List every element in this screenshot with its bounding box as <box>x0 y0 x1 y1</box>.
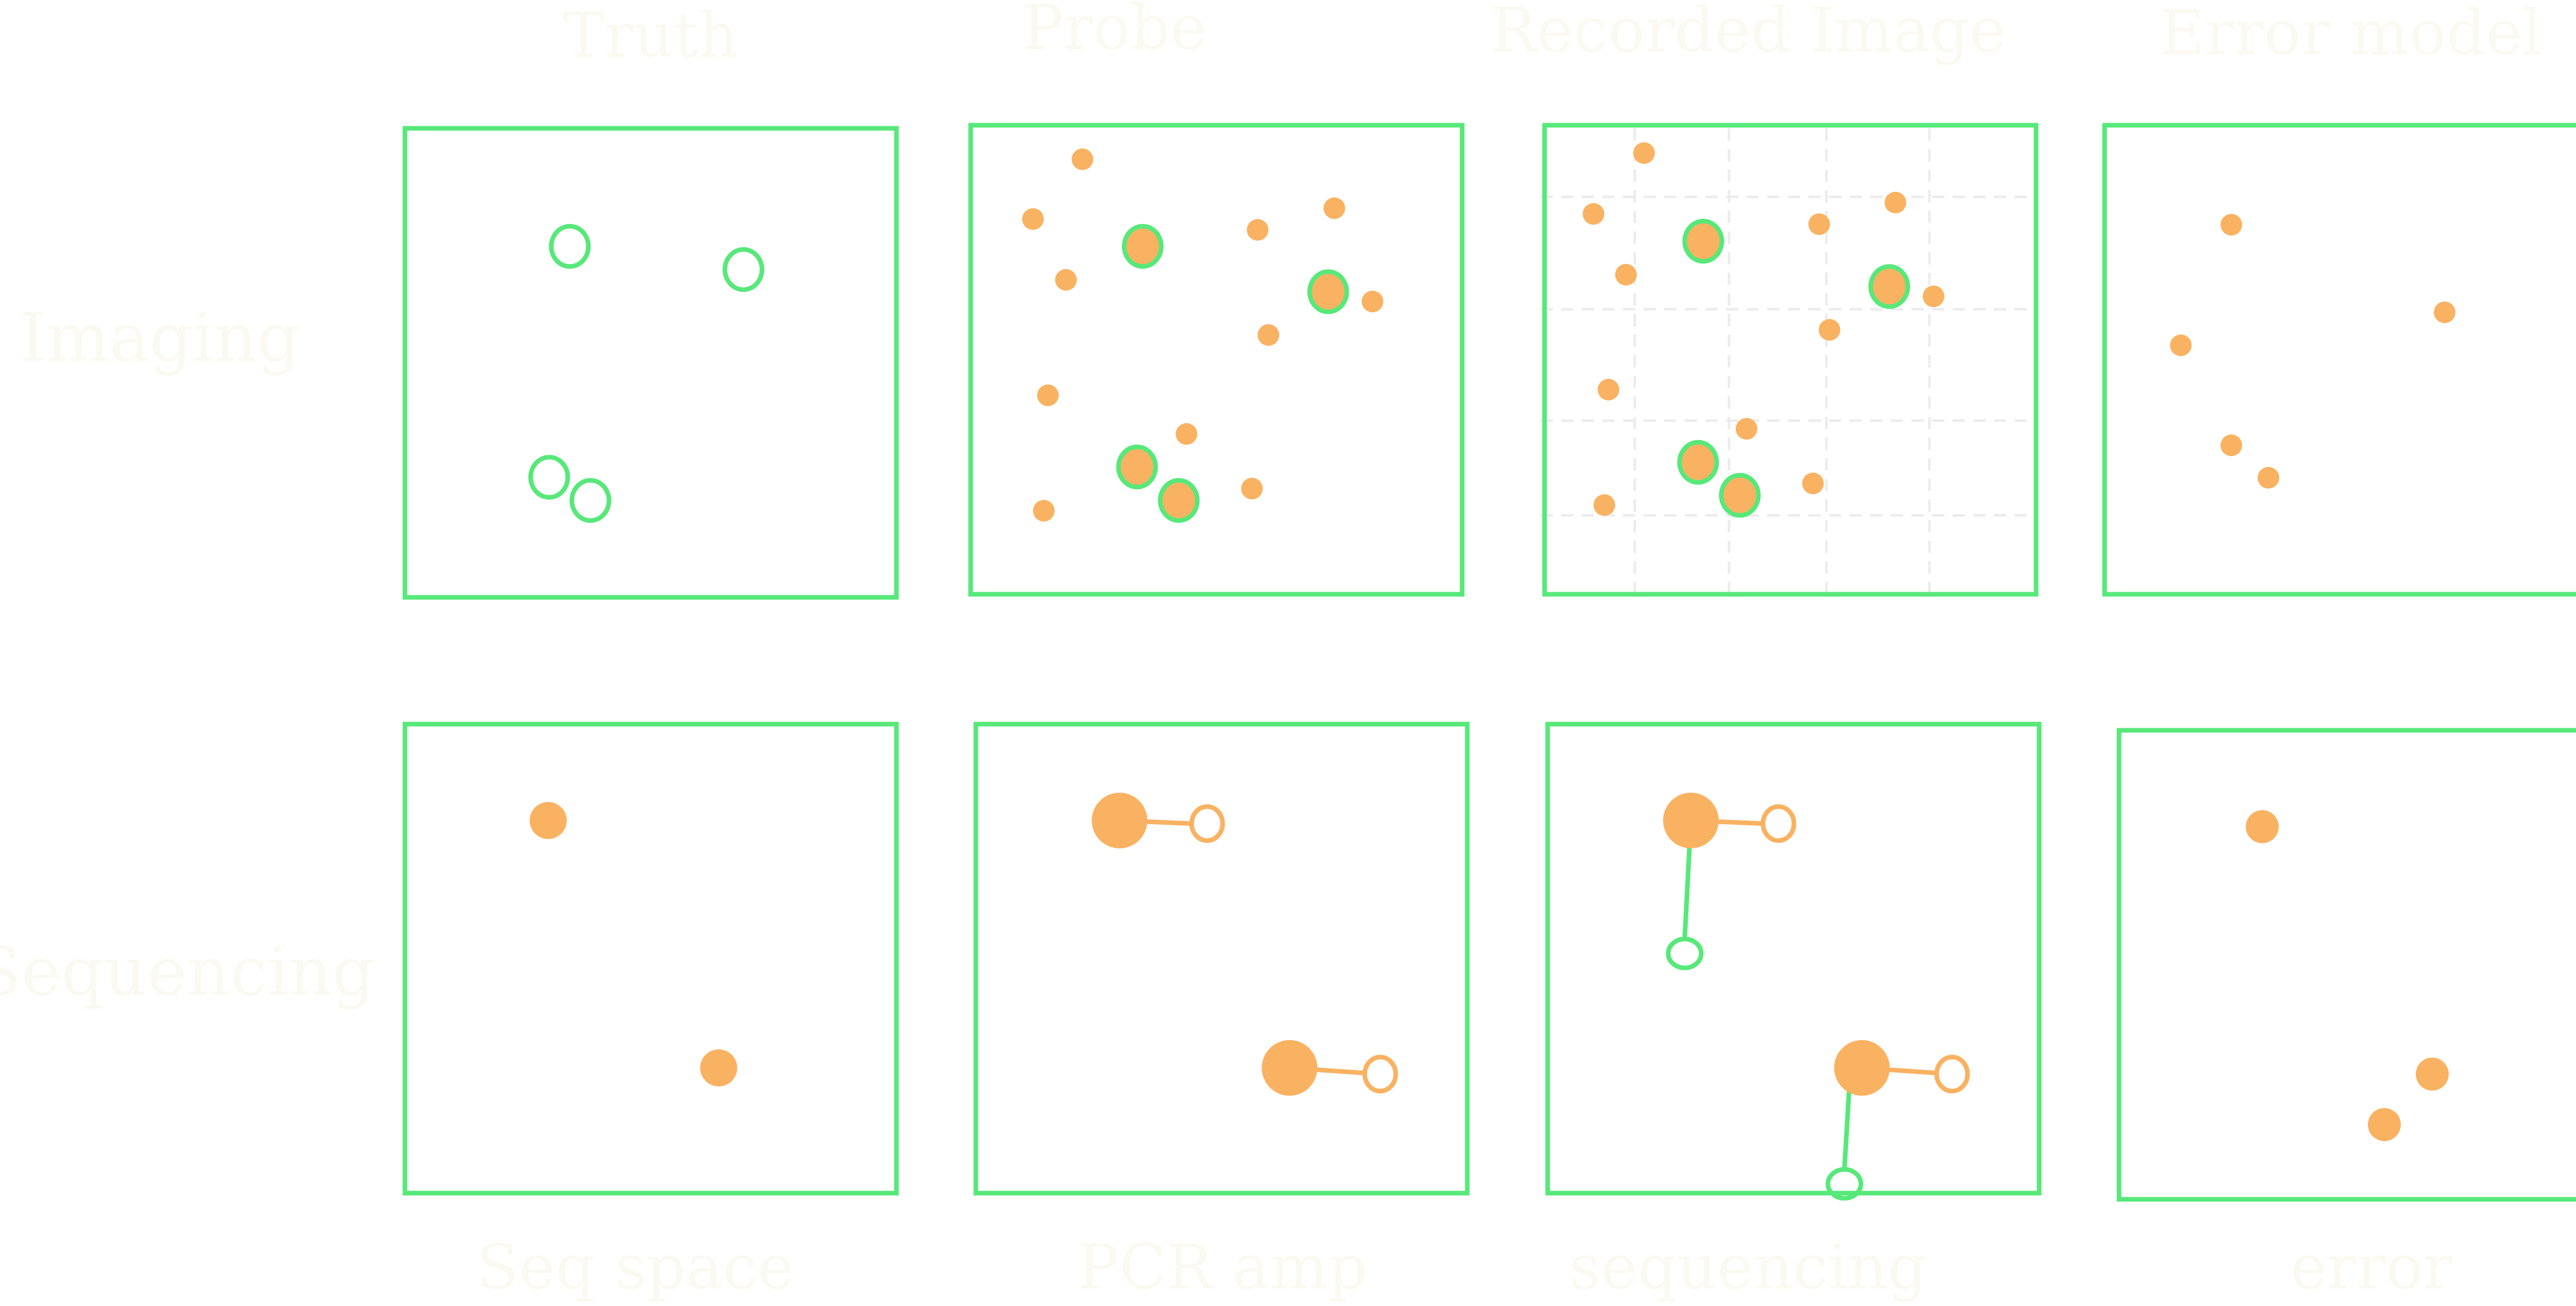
copy-dot <box>1934 1054 1970 1094</box>
probe-dot <box>1362 291 1383 312</box>
probe-dot <box>1324 197 1345 219</box>
header-error-model: Error model <box>2160 0 2542 69</box>
truth-spot <box>549 224 591 269</box>
header-truth: Truth <box>563 0 738 72</box>
recorded-dot <box>1633 142 1655 164</box>
panel-error-model <box>2102 123 2576 597</box>
recorded-dot <box>1583 203 1604 225</box>
recorded-dot <box>1598 379 1619 400</box>
header-probe: Probe <box>1022 0 1207 64</box>
panel-pcr-amp <box>973 722 1470 1196</box>
read-dot <box>1666 936 1704 970</box>
recorded-dot <box>1736 418 1757 440</box>
error-dot <box>2221 214 2242 236</box>
label-pcr-amp: PCR amp <box>1077 1232 1367 1303</box>
row-label-sequencing: Sequencing <box>0 932 375 1011</box>
copy-dot <box>1189 804 1225 843</box>
pixel-grid <box>1540 128 2033 594</box>
error-dot <box>2434 302 2455 323</box>
error-dot <box>2368 1108 2401 1141</box>
error-dot <box>2246 810 2279 843</box>
sequence-dot <box>700 1049 737 1086</box>
amplified-dot <box>1834 1040 1890 1096</box>
probe-hit <box>1158 478 1200 523</box>
amplified-dot <box>1663 793 1719 848</box>
error-dot <box>2170 334 2192 356</box>
panel-frame <box>968 123 1465 597</box>
recorded-dot <box>1594 494 1615 516</box>
probe-dot <box>1033 500 1055 522</box>
recorded-dot <box>1885 192 1906 213</box>
amplified-dot <box>1262 1040 1317 1096</box>
read-dot <box>1825 1167 1863 1201</box>
label-seq-space: Seq space <box>477 1232 794 1303</box>
probe-dot <box>1022 208 1044 230</box>
truth-spot <box>722 247 765 292</box>
probe-hit <box>1116 444 1158 490</box>
panel-frame <box>2116 728 2576 1202</box>
probe-dot <box>1055 269 1077 291</box>
panel-frame <box>402 126 899 600</box>
probe-dot <box>1176 423 1197 445</box>
recorded-hit <box>1868 264 1910 309</box>
copy-dot <box>1760 804 1797 843</box>
recorded-hit <box>1677 440 1719 485</box>
sequence-dot <box>530 802 567 839</box>
probe-dot <box>1037 384 1059 406</box>
panel-truth <box>402 126 899 600</box>
error-dot <box>2416 1058 2449 1091</box>
panel-frame <box>402 722 899 1196</box>
panel-recorded-image <box>1540 123 2039 597</box>
recorded-dot <box>1819 319 1840 341</box>
panel-error <box>2116 728 2576 1202</box>
panel-sequencing <box>1545 722 2042 1201</box>
panel-frame <box>2102 123 2576 597</box>
recorded-dot <box>1808 213 1830 235</box>
probe-dot <box>1072 148 1093 170</box>
amplified-dot <box>1092 793 1147 848</box>
truth-spot <box>569 478 612 523</box>
recorded-hit <box>1719 473 1761 518</box>
panel-frame <box>973 722 1470 1196</box>
recorded-hit <box>1682 219 1724 264</box>
row-label-imaging: Imaging <box>20 298 300 377</box>
truth-spot <box>528 455 570 500</box>
recorded-dot <box>1802 473 1824 494</box>
read-link <box>1842 1082 1852 1169</box>
probe-dot <box>1247 219 1268 241</box>
probe-hit <box>1307 269 1349 314</box>
panel-frame <box>1545 722 2042 1196</box>
error-dot <box>2221 434 2242 456</box>
label-error: error <box>2290 1232 2453 1303</box>
header-recorded-image: Recorded Image <box>1490 0 2006 66</box>
probe-hit <box>1122 224 1164 269</box>
panel-probe <box>968 123 1465 597</box>
copy-dot <box>1362 1054 1398 1094</box>
recorded-dot <box>1615 264 1637 286</box>
panel-frame <box>1542 123 2039 597</box>
label-sequencing: sequencing <box>1569 1232 1927 1303</box>
error-dot <box>2258 467 2279 489</box>
recorded-dot <box>1923 286 1944 307</box>
probe-dot <box>1258 324 1279 346</box>
probe-dot <box>1241 478 1263 499</box>
panel-seq-space <box>402 722 899 1196</box>
